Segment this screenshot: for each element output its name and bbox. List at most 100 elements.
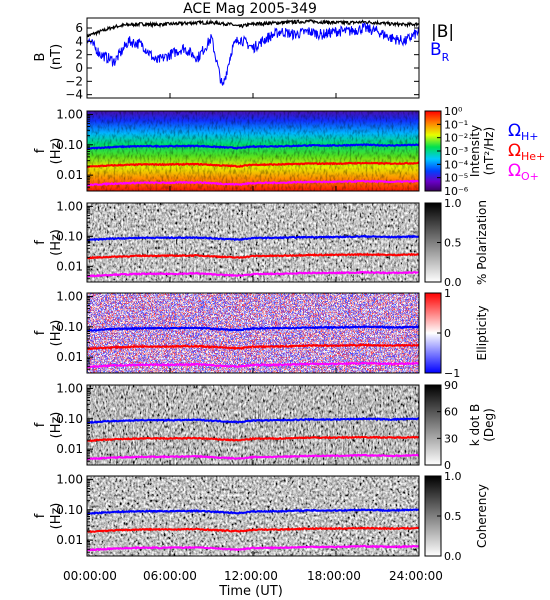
legend-omega-h-sub: H+ bbox=[521, 130, 539, 143]
freq-tick-label: 1.00 bbox=[56, 199, 83, 213]
colorbar-tick-label: 0.5 bbox=[444, 510, 462, 523]
time-tick-12: 12:00:00 bbox=[224, 569, 278, 583]
legend-omega-he: ΩHe+ bbox=[508, 141, 545, 163]
gyro-line-he bbox=[87, 526, 419, 533]
time-tick-6: 06:00:00 bbox=[143, 569, 197, 583]
kdotb-spectrogram-fill bbox=[87, 385, 419, 465]
plot-title: ACE Mag 2005-349 bbox=[183, 1, 317, 17]
legend-omega-o: ΩO+ bbox=[508, 161, 539, 183]
legend-omega-o-symbol: Ω bbox=[508, 161, 521, 181]
freq-ylabel-bottom: (Hz) bbox=[49, 229, 64, 256]
legend-omega-h: ΩH+ bbox=[508, 121, 539, 143]
polarization-spectrogram-fill bbox=[87, 203, 419, 282]
freq-ylabel-bottom: (Hz) bbox=[49, 138, 64, 165]
legend-br-main: B bbox=[430, 40, 442, 60]
gyro-line-he bbox=[87, 343, 419, 351]
freq-ylabel-bottom: (Hz) bbox=[49, 412, 64, 439]
colorbar-tick-label: 0.0 bbox=[444, 550, 462, 563]
freq-tick-label: 0.01 bbox=[56, 259, 83, 273]
colorbar-tick-label: 10⁻¹ bbox=[444, 118, 468, 131]
legend-omega-he-symbol: Ω bbox=[508, 141, 521, 161]
colorbar-tick-label: 10⁰ bbox=[444, 105, 463, 118]
colorbar-tick-label: 10⁻² bbox=[444, 132, 468, 145]
colorbar-tick-label: 60 bbox=[444, 406, 458, 419]
b-ytick-label: −4 bbox=[65, 88, 83, 102]
colorbar-tick-label: 10⁻³ bbox=[444, 145, 468, 158]
freq-tick-label: 0.10 bbox=[56, 412, 83, 426]
gyro-line-h bbox=[87, 417, 419, 425]
gyro-line-o bbox=[87, 179, 419, 187]
gyro-line-he bbox=[87, 252, 419, 260]
freq-ylabel-top: f bbox=[33, 148, 48, 153]
coherency-panel bbox=[86, 475, 420, 557]
freq-tick-label: 0.01 bbox=[56, 442, 83, 456]
colorbar-tick-label: 90 bbox=[444, 379, 458, 392]
freq-tick-label: 0.10 bbox=[56, 320, 83, 334]
colorbar-label: k dot B bbox=[468, 404, 482, 446]
b-ytick-label: 0 bbox=[75, 61, 83, 75]
coherency-spectrogram-fill bbox=[87, 476, 419, 556]
colorbar-label: Intensity bbox=[468, 125, 482, 177]
freq-ylabel-bottom: (Hz) bbox=[49, 503, 64, 530]
b-ytick-label: 6 bbox=[75, 21, 83, 35]
b-ytick-label: 4 bbox=[75, 34, 83, 48]
gyro-lines-polarization bbox=[87, 234, 419, 278]
gyro-line-h bbox=[87, 143, 419, 151]
colorbar-tick-label: 0 bbox=[444, 459, 451, 472]
gyro-lines-intensity bbox=[87, 143, 419, 187]
colorbar-tick-label: 30 bbox=[444, 432, 458, 445]
colorbar-label-units: (Deg) bbox=[482, 408, 496, 442]
colorbar-label-units: (nT²/Hz) bbox=[482, 127, 496, 175]
legend-total-b: |B| bbox=[431, 22, 454, 42]
time-tick-18: 18:00:00 bbox=[307, 569, 361, 583]
freq-tick-label: 1.00 bbox=[56, 107, 83, 121]
colorbar-label: Ellipticity bbox=[475, 306, 489, 361]
colorbar-tick-label: 0 bbox=[444, 327, 451, 340]
colorbar-tick-label: 1.0 bbox=[444, 197, 462, 210]
b-ylabel-top: B bbox=[33, 53, 48, 62]
freq-tick-label: 0.10 bbox=[56, 138, 83, 152]
gyro-line-o bbox=[87, 361, 419, 369]
x-axis-label: Time (UT) bbox=[218, 584, 283, 599]
ellipticity-spectrogram-texture bbox=[87, 293, 419, 373]
legend-omega-he-sub: He+ bbox=[521, 150, 545, 163]
gyro-line-h bbox=[87, 508, 419, 516]
total-b-series-line bbox=[87, 18, 419, 38]
freq-ylabel-top: f bbox=[33, 330, 48, 335]
legend-br: BR bbox=[430, 40, 450, 64]
gyro-lines-ellipticity bbox=[87, 325, 419, 369]
b-ytick-label: 2 bbox=[75, 48, 83, 62]
b-panel-background bbox=[87, 18, 419, 98]
legend-omega-o-sub: O+ bbox=[521, 170, 539, 183]
spectrogram-axes: 1.000.100.01f (Hz)1.000.100.01f (Hz)1.000.… bbox=[33, 93, 420, 557]
time-tick-0: 00:00:00 bbox=[63, 569, 117, 583]
freq-ylabel-top: f bbox=[33, 513, 48, 518]
gyro-lines-coherency bbox=[87, 508, 419, 552]
gyro-line-o bbox=[87, 453, 419, 461]
freq-tick-label: 1.00 bbox=[56, 381, 83, 395]
freq-tick-label: 0.10 bbox=[56, 229, 83, 243]
gyro-line-h bbox=[87, 234, 419, 242]
colorbar-tick-label: 0.0 bbox=[444, 276, 462, 289]
gyro-line-he bbox=[87, 161, 419, 169]
gyro-line-o bbox=[87, 270, 419, 278]
colorbar-tick-label: 1.0 bbox=[444, 470, 462, 483]
gyro-line-he bbox=[87, 435, 419, 443]
ellipticity-panel bbox=[86, 292, 420, 374]
polarization-panel bbox=[86, 202, 420, 283]
time-tick-24: 24:00:00 bbox=[389, 569, 443, 583]
colorbar-tick-label: 10⁻⁴ bbox=[444, 158, 469, 171]
freq-tick-label: 1.00 bbox=[56, 289, 83, 303]
colorbar-label: Coherency bbox=[475, 484, 489, 548]
intensity-spectrogram-texture bbox=[87, 111, 419, 191]
colorbar-tick-label: −1 bbox=[444, 367, 460, 380]
kdotb-panel bbox=[86, 384, 420, 466]
freq-tick-label: 0.10 bbox=[56, 503, 83, 517]
colorbar-tick-label: 10⁻⁵ bbox=[444, 172, 468, 185]
colorbar-tick-label: 10⁻⁶ bbox=[444, 185, 469, 198]
freq-tick-label: 0.01 bbox=[56, 350, 83, 364]
